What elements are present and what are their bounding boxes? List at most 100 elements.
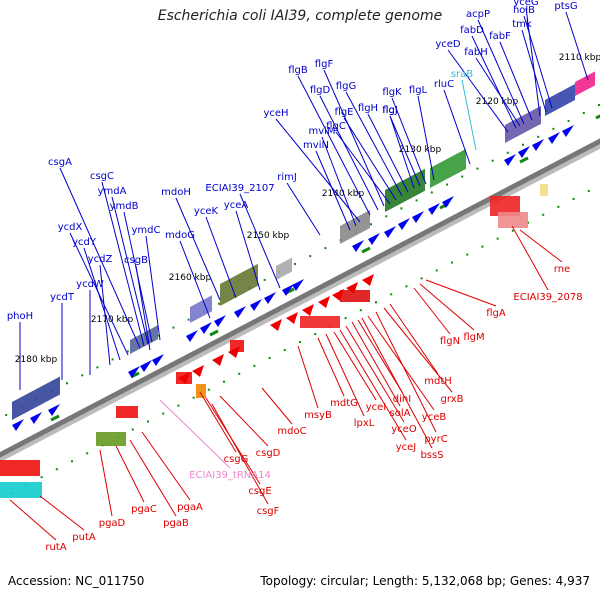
gene-label[interactable]: grxB [441, 394, 464, 405]
forward-arrow[interactable] [214, 315, 226, 327]
gene-label[interactable]: pgaD [99, 518, 126, 529]
forward-arrow[interactable] [234, 306, 246, 318]
forward-arrow[interactable] [548, 132, 560, 144]
reverse-feature[interactable] [300, 316, 340, 328]
reverse-arrow[interactable] [228, 346, 240, 358]
forward-feature[interactable] [575, 71, 595, 97]
gene-label[interactable]: flgN [440, 336, 460, 347]
forward-feature[interactable] [505, 105, 541, 143]
gene-label[interactable]: ECIAI39_2107 [205, 183, 274, 194]
gene-label[interactable]: flgI [382, 105, 398, 116]
gene-label[interactable]: acpP [466, 9, 490, 20]
gene-label[interactable]: rimJ [277, 172, 297, 183]
forward-arrow[interactable] [442, 196, 454, 208]
forward-arrow[interactable] [292, 279, 304, 291]
gene-label[interactable]: flgE [335, 107, 354, 118]
forward-feature[interactable] [220, 263, 258, 306]
forward-arrow[interactable] [264, 292, 276, 304]
gene-label[interactable]: dinI [393, 394, 411, 405]
forward-arrow[interactable] [250, 299, 262, 311]
gene-label[interactable]: flgL [409, 85, 428, 96]
forward-feature[interactable] [385, 168, 425, 212]
reverse-arrow[interactable] [362, 274, 374, 286]
gene-label[interactable]: phoH [7, 311, 33, 322]
gene-label[interactable]: flgA [486, 308, 506, 319]
gene-label[interactable]: rluC [434, 79, 454, 90]
reverse-arrow[interactable] [270, 319, 282, 331]
gene-label[interactable]: yceJ [396, 442, 417, 453]
forward-arrow[interactable] [186, 330, 198, 342]
forward-feature[interactable] [12, 376, 60, 420]
reverse-arrow[interactable] [192, 365, 204, 377]
reverse-arrow[interactable] [212, 354, 224, 366]
gene-label[interactable]: yceI [366, 402, 387, 413]
reverse-arrow[interactable] [346, 282, 358, 294]
forward-arrow[interactable] [532, 139, 544, 151]
forward-arrow[interactable] [412, 211, 424, 223]
gene-label[interactable]: yceK [194, 206, 219, 217]
gene-label[interactable]: csgD [256, 448, 281, 459]
forward-feature[interactable] [130, 325, 158, 354]
forward-arrow[interactable] [398, 218, 410, 230]
gene-label[interactable]: pgaB [163, 518, 189, 529]
gene-label[interactable]: holB [513, 5, 535, 16]
gene-label[interactable]: ptsG [554, 1, 577, 12]
forward-arrow[interactable] [384, 226, 396, 238]
reverse-feature[interactable] [0, 460, 40, 476]
gene-label[interactable]: csgB [124, 255, 148, 266]
reverse-feature[interactable] [498, 212, 528, 228]
gene-label[interactable]: flgC [326, 121, 346, 132]
gene-label[interactable]: mdoG [165, 230, 195, 241]
forward-feature[interactable] [276, 257, 292, 280]
gene-label[interactable]: yceO [391, 424, 417, 435]
reverse-arrow[interactable] [178, 372, 190, 384]
forward-arrow[interactable] [368, 233, 380, 245]
gene-label[interactable]: ycdT [50, 292, 75, 303]
forward-arrow[interactable] [352, 240, 364, 252]
gene-label[interactable]: mdoC [277, 426, 306, 437]
reverse-arrow[interactable] [332, 289, 344, 301]
gene-label[interactable]: ECIAI39_tRNA14 [189, 470, 271, 481]
forward-arrow[interactable] [282, 284, 294, 296]
reverse-feature[interactable] [490, 196, 520, 216]
gene-label[interactable]: ycdY [72, 237, 97, 248]
forward-arrow[interactable] [128, 366, 140, 378]
forward-feature[interactable] [340, 210, 370, 244]
forward-arrow[interactable] [504, 154, 516, 166]
gene-label[interactable]: sraB [451, 69, 473, 80]
gene-label[interactable]: flgF [315, 59, 334, 70]
gene-label[interactable]: csgF [257, 506, 280, 517]
gene-label[interactable]: pyrC [424, 434, 447, 445]
reverse-arrow[interactable] [302, 304, 314, 316]
forward-arrow[interactable] [428, 203, 440, 215]
gene-label[interactable]: ycdX [58, 222, 83, 233]
reverse-feature[interactable] [116, 406, 138, 418]
forward-arrow[interactable] [48, 404, 60, 416]
forward-feature[interactable] [430, 148, 466, 188]
reverse-feature[interactable] [196, 384, 206, 398]
gene-label[interactable]: yceG [513, 0, 538, 8]
reverse-feature[interactable] [540, 184, 548, 196]
forward-arrow[interactable] [562, 125, 574, 137]
gene-label[interactable]: ycdW [76, 279, 104, 290]
gene-label[interactable]: fabF [489, 31, 511, 42]
gene-label[interactable]: putA [72, 532, 96, 543]
gene-label[interactable]: mdoH [161, 187, 191, 198]
gene-label[interactable]: csgC [90, 171, 114, 182]
forward-arrow[interactable] [30, 412, 42, 424]
gene-label[interactable]: msyB [304, 410, 332, 421]
gene-label[interactable]: ymdB [110, 201, 139, 212]
reverse-feature[interactable] [0, 482, 42, 498]
gene-label[interactable]: mviM [308, 126, 335, 137]
gene-label[interactable]: tmk [512, 19, 532, 30]
gene-label[interactable]: pgaA [177, 502, 203, 513]
gene-label[interactable]: rne [554, 264, 570, 275]
forward-feature[interactable] [545, 84, 575, 116]
gene-label[interactable]: flgK [382, 87, 402, 98]
gene-label[interactable]: ymdC [132, 225, 161, 236]
gene-label[interactable]: ymdA [98, 186, 127, 197]
forward-arrow[interactable] [12, 419, 24, 431]
reverse-arrow[interactable] [286, 312, 298, 324]
gene-label[interactable]: mdtH [424, 376, 452, 387]
